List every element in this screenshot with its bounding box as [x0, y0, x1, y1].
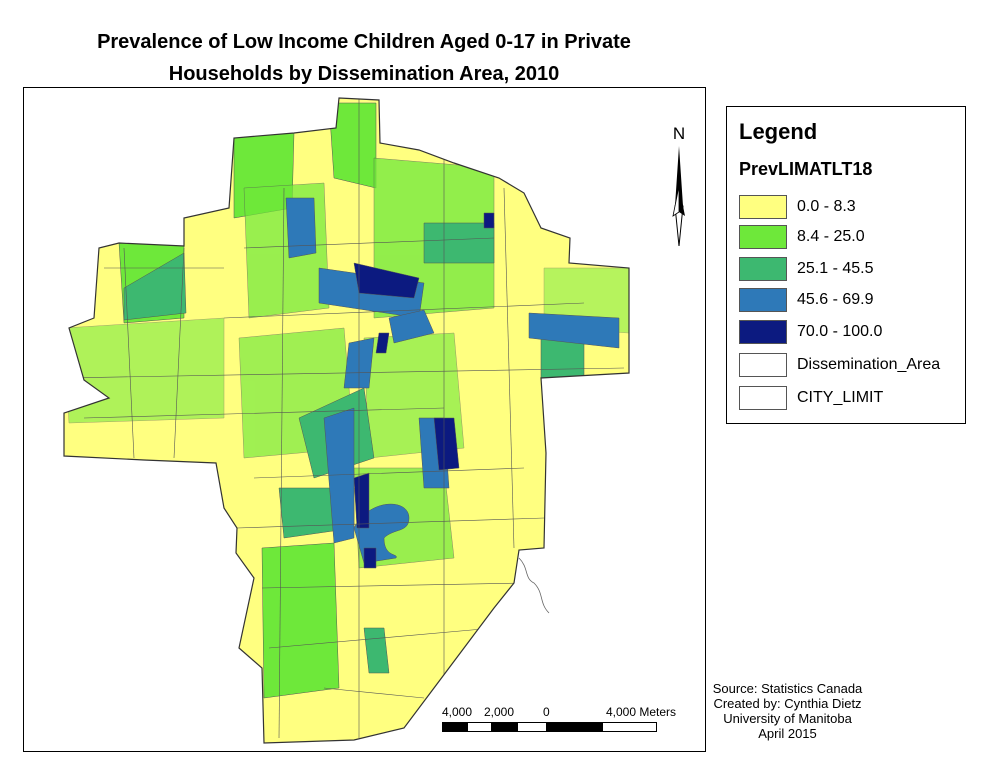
map-title-line-2: Households by Dissemination Area, 2010 — [168, 63, 560, 85]
legend-label: CITY_LIMIT — [797, 389, 884, 406]
legend-label: 70.0 - 100.0 — [797, 323, 883, 340]
north-arrow: N — [664, 124, 694, 246]
choropleth-map[interactable] — [24, 88, 706, 752]
scale-segment-1 — [442, 722, 467, 732]
date-line: April 2015 — [758, 726, 817, 741]
legend-label: 8.4 - 25.0 — [797, 228, 865, 245]
city-limit-outline — [63, 97, 630, 744]
source-line: Source: Statistics Canada — [712, 681, 863, 696]
legend-item-class-5: 70.0 - 100.0 — [739, 320, 882, 344]
legend-swatch — [739, 257, 787, 281]
scale-segment-2 — [467, 722, 492, 732]
legend-title: Legend — [739, 119, 818, 144]
north-letter: N — [672, 124, 686, 143]
legend-swatch — [739, 320, 787, 344]
map-frame[interactable]: N 4,000 2,000 0 4,000 Meters — [23, 87, 706, 752]
legend-swatch-outline — [739, 353, 787, 377]
legend-item-city-limit: CITY_LIMIT — [739, 386, 883, 410]
university-line: University of Manitoba — [723, 711, 852, 726]
scale-segment-6 — [602, 722, 657, 732]
legend-swatch-outline — [739, 386, 787, 410]
legend-label: 0.0 - 8.3 — [797, 198, 856, 215]
map-title: Prevalence of Low Income Children Aged 0… — [0, 26, 728, 90]
dissemination-areas[interactable] — [24, 88, 706, 752]
legend-swatch — [739, 288, 787, 312]
legend-field-name: PrevLIMATLT18 — [739, 159, 873, 179]
legend-label: 25.1 - 45.5 — [797, 260, 874, 277]
scale-segment-3 — [492, 722, 517, 732]
legend-label: 45.6 - 69.9 — [797, 291, 874, 308]
scale-label-zero: 0 — [543, 705, 550, 719]
legend-label: Dissemination_Area — [797, 356, 941, 373]
legend-item-class-4: 45.6 - 69.9 — [739, 288, 874, 312]
scale-bar-segments — [442, 722, 657, 732]
legend: Legend PrevLIMATLT18 0.0 - 8.3 8.4 - 25.… — [726, 106, 966, 424]
scale-label-4000-left: 4,000 — [442, 705, 473, 719]
created-by-line: Created by: Cynthia Dietz — [713, 696, 862, 711]
legend-item-dissemination-area: Dissemination_Area — [739, 353, 940, 377]
scale-segment-5 — [547, 722, 602, 732]
scale-label-2000: 2,000 — [484, 705, 515, 719]
river-line — [518, 557, 550, 614]
legend-item-class-3: 25.1 - 45.5 — [739, 257, 874, 281]
legend-item-class-2: 8.4 - 25.0 — [739, 225, 865, 249]
map-title-line-1: Prevalence of Low Income Children Aged 0… — [97, 31, 631, 53]
legend-item-class-1: 0.0 - 8.3 — [739, 195, 856, 219]
source-credits: Source: Statistics Canada Created by: Cy… — [700, 681, 875, 741]
scale-label-4000-meters: 4,000 Meters — [606, 705, 677, 719]
north-arrow-icon — [672, 146, 685, 246]
scale-segment-4 — [517, 722, 547, 732]
legend-swatch — [739, 225, 787, 249]
scale-bar: 4,000 2,000 0 4,000 Meters — [442, 705, 702, 735]
legend-swatch — [739, 195, 787, 219]
